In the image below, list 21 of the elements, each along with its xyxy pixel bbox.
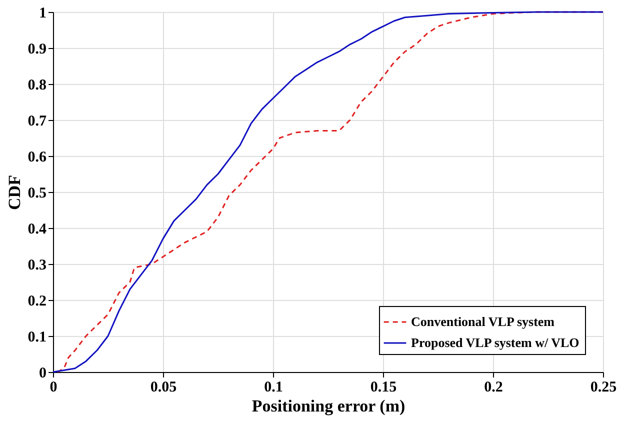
x-tick-label: 0.2 [484,380,503,396]
y-tick-label: 0.3 [28,258,46,274]
y-tick-label: 0.9 [28,42,46,58]
x-tick-label: 0.1 [264,380,283,396]
x-tick-label: 0.05 [150,380,177,396]
y-axis-title: CDF [4,175,24,210]
x-axis-title: Positioning error (m) [252,396,406,416]
y-tick-label: 0.5 [28,186,46,202]
y-tick-label: 0.4 [28,222,47,238]
y-tick-label: 0 [39,366,46,382]
x-tick-label: 0.25 [590,380,617,396]
x-tick-label: 0.15 [370,380,397,396]
x-tick-label: 0 [50,380,58,396]
y-tick-label: 0.1 [28,330,46,346]
y-tick-label: 0.6 [28,150,47,166]
y-tick-label: 1 [39,6,46,22]
y-tick-label: 0.8 [28,78,46,94]
y-tick-label: 0.7 [28,114,47,130]
legend-label: Proposed VLP system w/ VLO [411,335,580,350]
legend-label: Conventional VLP system [411,314,555,329]
y-tick-label: 0.2 [28,294,46,310]
